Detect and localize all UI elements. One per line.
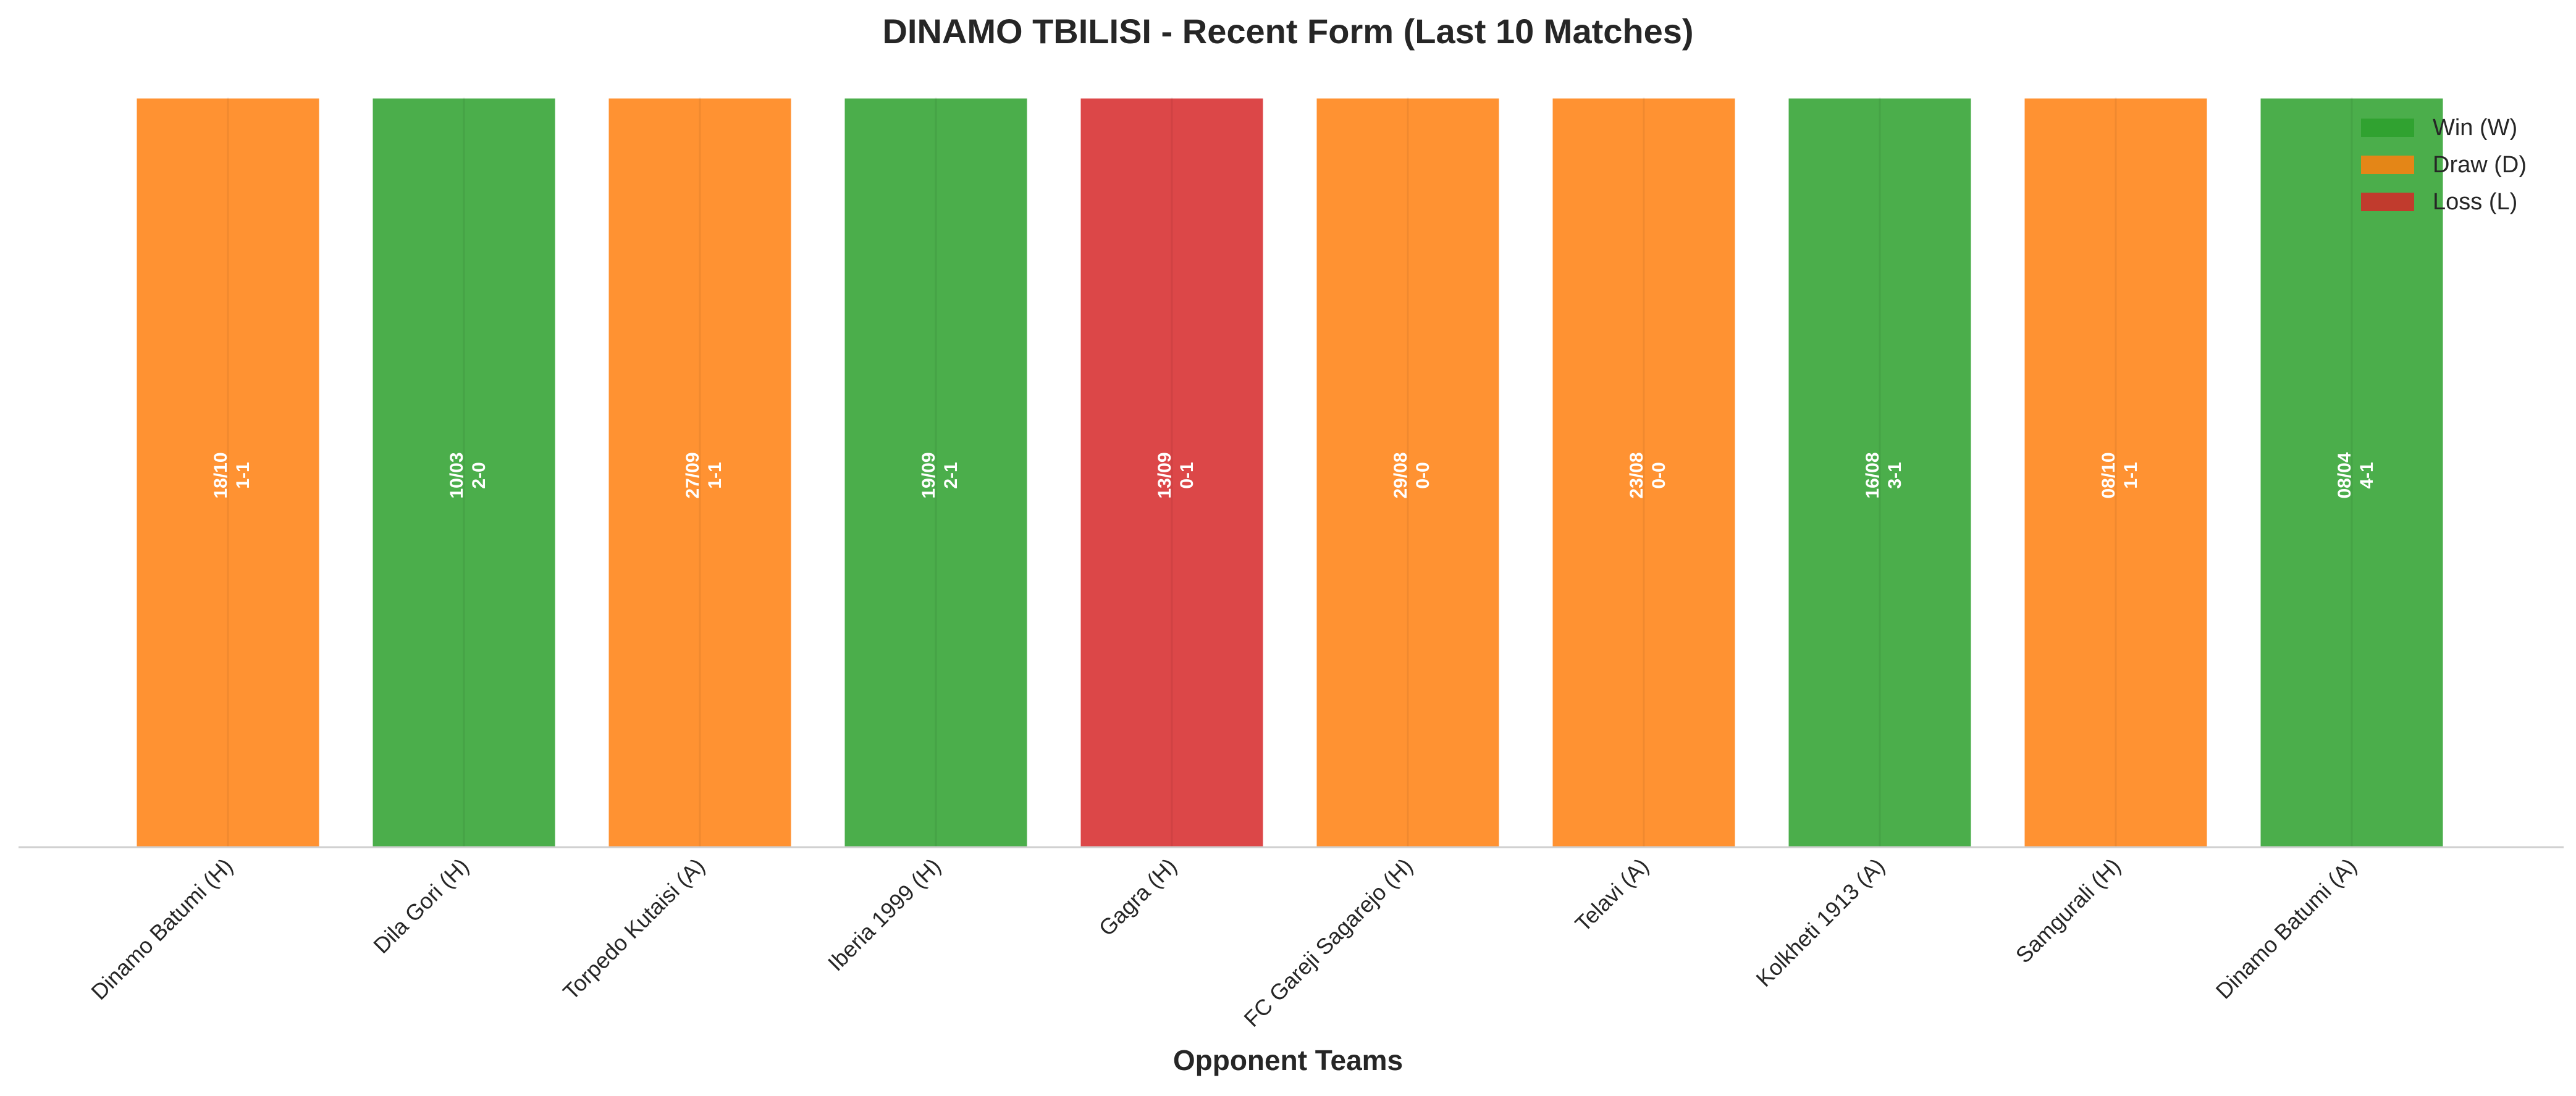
match-score: 2-1 xyxy=(941,462,961,488)
bar-data-label-8: 16/08 3-1 xyxy=(1863,452,1905,498)
legend-label-l: Loss (L) xyxy=(2433,189,2517,215)
x-tick-label: Gagra (H) xyxy=(1094,853,1182,941)
bar-2 xyxy=(371,96,557,848)
match-date: 19/09 xyxy=(919,452,939,498)
match-score: 2-0 xyxy=(469,462,489,488)
bar-data-label-9: 08/10 1-1 xyxy=(2098,452,2141,498)
x-tick-label: Samgurali (H) xyxy=(2011,853,2126,968)
match-score: 1-1 xyxy=(233,462,253,488)
bar-data-label-10: 08/04 4-1 xyxy=(2334,452,2377,498)
bar-data-label-4: 19/09 2-1 xyxy=(919,452,961,498)
bar-1 xyxy=(135,96,321,848)
legend-swatch-d xyxy=(2361,156,2414,174)
match-score: 4-1 xyxy=(2357,462,2377,488)
bar-data-label-2: 10/03 2-0 xyxy=(447,452,489,498)
x-tick-label: Dinamo Batumi (H) xyxy=(86,853,237,1005)
match-date: 16/08 xyxy=(1863,452,1883,498)
bar-data-label-7: 23/08 0-0 xyxy=(1627,452,1669,498)
bar-data-label-3: 27/09 1-1 xyxy=(683,452,725,498)
match-date: 13/09 xyxy=(1155,452,1175,498)
bar-6 xyxy=(1315,96,1501,848)
legend-label-w: Win (W) xyxy=(2433,115,2517,141)
bar-5 xyxy=(1079,96,1265,848)
x-tick-label: Dinamo Batumi (A) xyxy=(2211,853,2362,1004)
x-tick-labels: Dinamo Batumi (H) Dila Gori (H) Torpedo Ku… xyxy=(86,853,2361,1032)
match-score: 0-1 xyxy=(1177,462,1197,488)
match-score: 1-1 xyxy=(705,462,725,488)
match-date: 08/10 xyxy=(2098,452,2119,498)
match-score: 0-0 xyxy=(1649,462,1669,488)
x-tick-label: Iberia 1999 (H) xyxy=(823,853,946,976)
x-axis-label: Opponent Teams xyxy=(1173,1044,1403,1076)
match-date: 18/10 xyxy=(211,452,231,498)
match-score: 0-0 xyxy=(1413,462,1433,488)
chart-title: DINAMO TBILISI - Recent Form (Last 10 Ma… xyxy=(882,12,1693,51)
match-score: 3-1 xyxy=(1885,462,1905,488)
legend: Win (W) Draw (D) Loss (L) xyxy=(2361,115,2527,215)
x-tick-label: Kolkheti 1913 (A) xyxy=(1751,853,1889,992)
match-date: 08/04 xyxy=(2334,452,2355,498)
match-date: 10/03 xyxy=(447,452,467,498)
bar-data-label-1: 18/10 1-1 xyxy=(211,452,253,498)
match-date: 23/08 xyxy=(1627,452,1647,498)
legend-swatch-l xyxy=(2361,193,2414,211)
bar-data-label-6: 29/08 0-0 xyxy=(1391,452,1433,498)
bars-layer: 18/10 1-1 10/03 2-0 27/09 1-1 19/09 2-1 13/09 0-1… xyxy=(135,96,2445,848)
legend-swatch-w xyxy=(2361,119,2414,137)
bar-data-label-5: 13/09 0-1 xyxy=(1155,452,1197,498)
match-date: 29/08 xyxy=(1391,452,1411,498)
match-score: 1-1 xyxy=(2121,462,2141,488)
x-tick-label: Torpedo Kutaisi (A) xyxy=(558,853,709,1005)
x-tick-label: FC Gareji Sagarejo (H) xyxy=(1239,853,1417,1032)
x-tick-label: Dila Gori (H) xyxy=(368,853,473,958)
bar-3 xyxy=(607,96,793,848)
bar-4 xyxy=(843,96,1029,848)
legend-label-d: Draw (D) xyxy=(2433,152,2527,178)
bar-7 xyxy=(1551,96,1737,848)
match-date: 27/09 xyxy=(683,452,703,498)
bar-10 xyxy=(2258,96,2445,848)
x-tick-label: Telavi (A) xyxy=(1570,853,1654,937)
